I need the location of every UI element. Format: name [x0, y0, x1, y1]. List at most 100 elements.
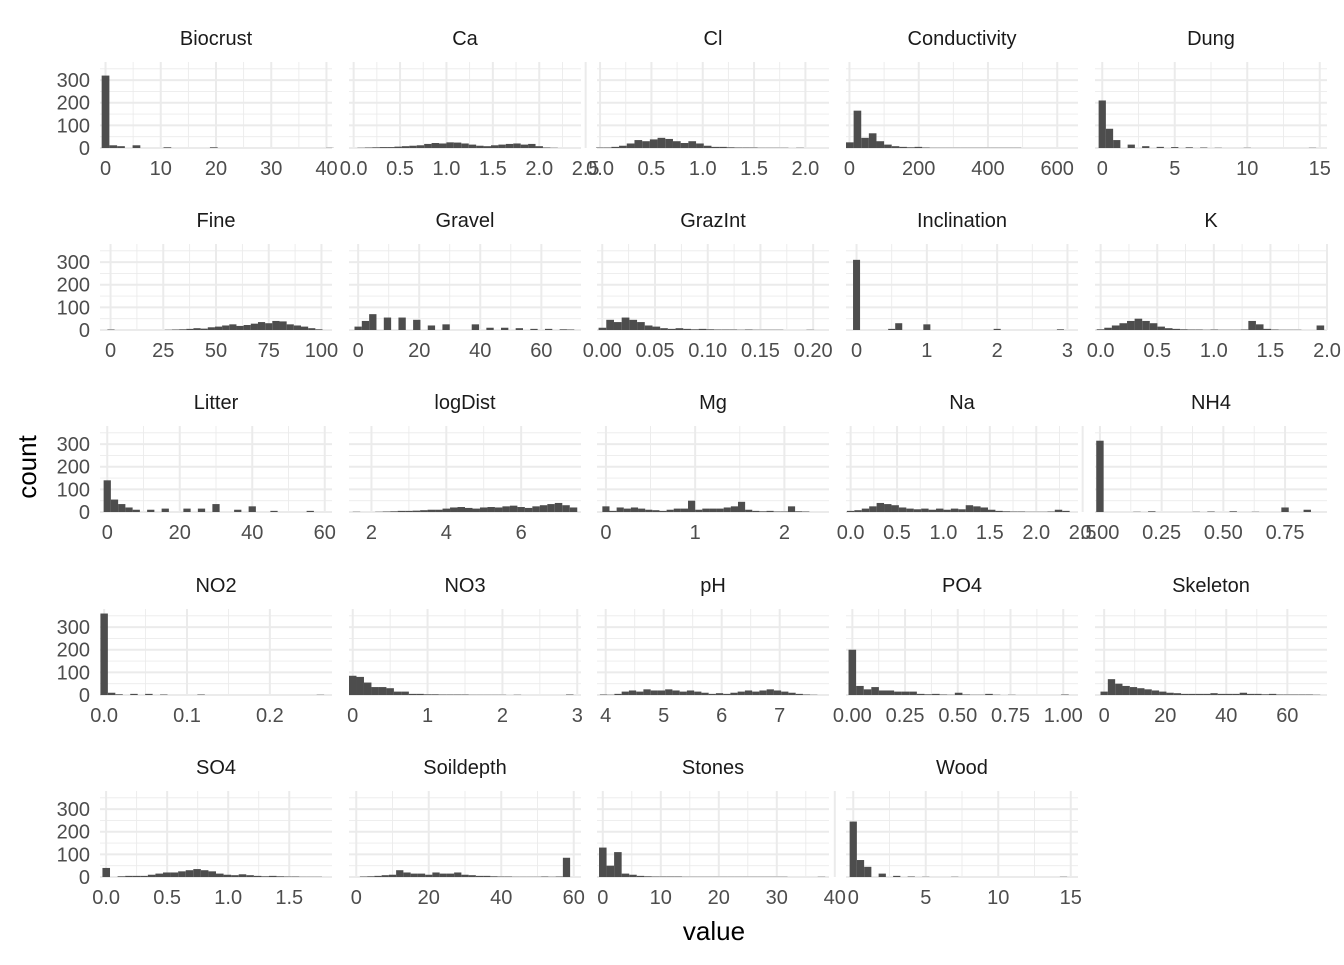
histogram-bar [869, 506, 876, 512]
histogram-bar [899, 507, 906, 512]
histogram-bar [532, 506, 539, 512]
x-tick-label: 0 [848, 887, 859, 909]
histogram-bar [469, 875, 476, 877]
x-tick-label: 20 [205, 158, 227, 180]
histogram-bar [193, 869, 201, 877]
histogram-bar [643, 689, 650, 695]
histogram-bar [629, 690, 636, 695]
x-tick-label: 0.20 [794, 340, 833, 362]
x-tick-label: 0.10 [688, 340, 727, 362]
x-tick-label: 60 [563, 887, 585, 909]
y-tick-label: 100 [57, 844, 90, 866]
x-tick-label: 1.0 [689, 158, 717, 180]
histogram-bar [688, 141, 696, 148]
histogram-bar [472, 509, 479, 512]
x-tick-label: 0.5 [883, 522, 911, 544]
histogram-bar [622, 318, 630, 330]
y-tick-label: 0 [79, 685, 90, 707]
histogram-bar [665, 689, 672, 695]
histogram-bar [1180, 329, 1188, 330]
histogram-bar [1055, 510, 1062, 512]
histogram-bar [861, 138, 869, 148]
histogram-bar [364, 683, 371, 695]
histogram-bar [487, 507, 494, 512]
histogram-bar [849, 650, 857, 695]
histogram-bar [495, 507, 502, 512]
histogram-bar [909, 692, 917, 695]
facet-title: NO3 [444, 575, 485, 597]
histogram-bar [599, 848, 607, 877]
histogram-bar [389, 875, 396, 877]
histogram-bar [201, 870, 209, 877]
histogram-bar [372, 147, 379, 148]
histogram-bar [1240, 693, 1247, 695]
facet-title: Soildepth [423, 757, 506, 779]
histogram-bar [688, 501, 695, 512]
histogram-bar [906, 509, 913, 512]
histogram-bar [1106, 129, 1113, 148]
x-tick-label: 0.5 [153, 887, 181, 909]
histogram-bar [1113, 140, 1120, 148]
histogram-bar [752, 692, 759, 695]
facet-title: K [1204, 210, 1218, 232]
histogram-bar [1166, 693, 1173, 695]
histogram-bar [862, 509, 869, 512]
x-tick-label: 0.0 [1087, 340, 1115, 362]
histogram-bar [269, 876, 277, 877]
histogram-bar [853, 260, 860, 330]
histogram-bar [108, 693, 115, 695]
histogram-bar [709, 509, 716, 512]
facet-title: Mg [699, 392, 727, 414]
histogram-bar [1173, 329, 1181, 330]
x-tick-label: 2.0 [525, 158, 553, 180]
x-tick-label: 4 [600, 705, 611, 727]
x-tick-label: 0 [597, 887, 608, 909]
histogram-bar [1142, 321, 1150, 330]
facet-title: Wood [936, 757, 988, 779]
histogram-bar [425, 875, 432, 877]
histogram-bar [570, 507, 577, 512]
histogram-bar [709, 694, 716, 695]
x-tick-label: 20 [408, 340, 430, 362]
histogram-bar [1256, 324, 1264, 330]
x-tick-label: 0.0 [340, 158, 368, 180]
histogram-bar [229, 324, 236, 330]
histogram-bar [212, 504, 219, 512]
histogram-bar [602, 506, 609, 512]
histogram-bar [622, 692, 629, 695]
histogram-bar [484, 146, 491, 148]
histogram-bar [148, 875, 156, 877]
histogram-bar [234, 510, 241, 512]
y-tick-label: 300 [57, 799, 90, 821]
histogram-bar [673, 141, 681, 148]
x-tick-label: 400 [971, 158, 1004, 180]
histogram-bar [117, 146, 125, 148]
histogram-bar [109, 145, 117, 148]
x-tick-label: 40 [824, 887, 846, 909]
histogram-bar [450, 507, 457, 512]
facet-title: SO4 [196, 757, 236, 779]
histogram-bar [210, 147, 218, 148]
histogram-bar [1115, 684, 1122, 695]
histogram-bar [1269, 694, 1276, 695]
histogram-bar [1188, 694, 1195, 695]
x-tick-label: 20 [418, 887, 440, 909]
x-tick-label: 6 [516, 522, 527, 544]
histogram-bar [236, 326, 243, 330]
facet-title: Ca [452, 28, 478, 50]
x-tick-label: 200 [902, 158, 935, 180]
histogram-bar [1104, 328, 1112, 330]
x-tick-label: 4 [441, 522, 452, 544]
x-tick-label: 2 [497, 705, 508, 727]
histogram-bar [869, 133, 877, 148]
histogram-bar [104, 480, 111, 512]
x-tick-label: 1 [921, 340, 932, 362]
histogram-bar [428, 510, 435, 512]
